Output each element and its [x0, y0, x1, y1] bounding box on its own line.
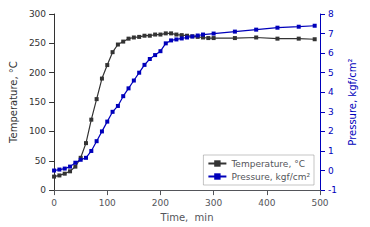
svg-text:7: 7 — [328, 29, 334, 39]
svg-text:400: 400 — [258, 198, 275, 208]
svg-text:0: 0 — [40, 185, 46, 195]
svg-text:50: 50 — [35, 156, 47, 166]
svg-text:150: 150 — [29, 97, 46, 107]
svg-text:1: 1 — [328, 146, 334, 156]
svg-text:2: 2 — [328, 126, 334, 136]
svg-text:0: 0 — [328, 166, 334, 176]
svg-text:3: 3 — [328, 107, 334, 117]
svg-text:6: 6 — [328, 48, 334, 58]
svg-text:4: 4 — [328, 87, 334, 97]
svg-text:Pressure, kgf/cm²: Pressure, kgf/cm² — [347, 58, 358, 145]
svg-text:500: 500 — [311, 198, 328, 208]
svg-text:100: 100 — [29, 126, 46, 136]
svg-text:Temperature, °C: Temperature, °C — [8, 61, 19, 144]
svg-text:-1: -1 — [328, 185, 337, 195]
svg-text:0: 0 — [51, 198, 57, 208]
svg-text:Pressure, kgf/cm²: Pressure, kgf/cm² — [231, 172, 310, 182]
svg-text:250: 250 — [29, 38, 46, 48]
svg-text:100: 100 — [99, 198, 116, 208]
svg-text:200: 200 — [152, 198, 169, 208]
svg-text:5: 5 — [328, 68, 334, 78]
svg-text:300: 300 — [29, 9, 46, 19]
svg-text:8: 8 — [328, 9, 334, 19]
svg-text:300: 300 — [205, 198, 222, 208]
svg-text:200: 200 — [29, 68, 46, 78]
svg-text:Time, min: Time, min — [160, 212, 214, 223]
svg-text:Temperature, °C: Temperature, °C — [230, 159, 305, 169]
